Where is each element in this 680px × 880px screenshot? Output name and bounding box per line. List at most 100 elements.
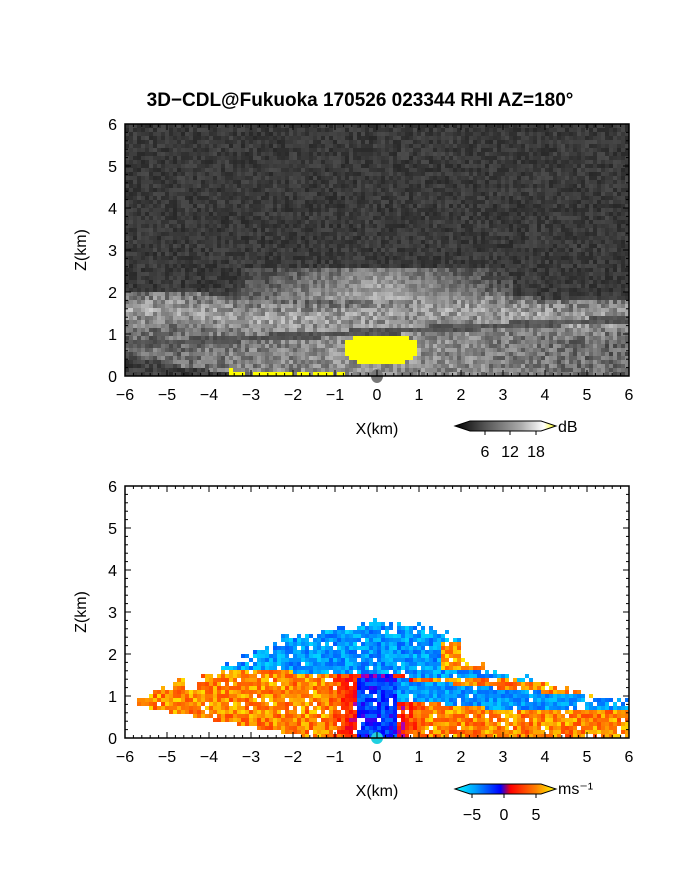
intensity-cell [445, 264, 449, 268]
intensity-cell [373, 180, 377, 184]
intensity-cell [521, 132, 525, 136]
intensity-cell [461, 140, 465, 144]
intensity-cell [469, 276, 473, 280]
intensity-cell [277, 232, 281, 236]
intensity-cell [237, 124, 241, 128]
intensity-cell [305, 132, 309, 136]
intensity-cell [533, 272, 537, 276]
intensity-cell [389, 244, 393, 248]
intensity-cell [509, 184, 513, 188]
intensity-cell [597, 204, 601, 208]
intensity-cell [197, 136, 201, 140]
intensity-cell [149, 156, 153, 160]
intensity-cell [585, 208, 589, 212]
intensity-cell [489, 176, 493, 180]
intensity-cell [493, 164, 497, 168]
intensity-cell [333, 276, 337, 280]
intensity-cell [353, 128, 357, 132]
intensity-cell [229, 196, 233, 200]
intensity-cell [329, 128, 333, 132]
intensity-cell [313, 280, 317, 284]
intensity-cell [517, 212, 521, 216]
intensity-cell [401, 192, 405, 196]
intensity-cell [333, 232, 337, 236]
intensity-cell [525, 188, 529, 192]
intensity-cell [381, 272, 385, 276]
intensity-cell [337, 228, 341, 232]
intensity-cell [181, 240, 185, 244]
intensity-cell [389, 220, 393, 224]
intensity-cell [201, 256, 205, 260]
intensity-cell [349, 200, 353, 204]
intensity-cell [621, 192, 625, 196]
intensity-cell [505, 140, 509, 144]
intensity-cell [413, 192, 417, 196]
intensity-cell [393, 248, 397, 252]
intensity-cell [321, 216, 325, 220]
intensity-cell [485, 212, 489, 216]
intensity-cell [613, 144, 617, 148]
intensity-cell [509, 220, 513, 224]
intensity-cell [145, 204, 149, 208]
intensity-cell [361, 144, 365, 148]
intensity-cell [205, 256, 209, 260]
intensity-cell [373, 204, 377, 208]
intensity-cell [585, 140, 589, 144]
intensity-cell [153, 268, 157, 272]
intensity-cell [173, 160, 177, 164]
intensity-cell [265, 264, 269, 268]
intensity-cell [377, 184, 381, 188]
intensity-cell [597, 212, 601, 216]
intensity-cell [273, 236, 277, 240]
intensity-cell [265, 124, 269, 128]
intensity-cell [577, 148, 581, 152]
intensity-cell [409, 188, 413, 192]
intensity-cell [453, 148, 457, 152]
intensity-cell [389, 124, 393, 128]
intensity-cell [353, 264, 357, 268]
intensity-cell [297, 144, 301, 148]
intensity-cell [561, 208, 565, 212]
intensity-cell [269, 176, 273, 180]
intensity-cell [453, 252, 457, 256]
intensity-cell [557, 200, 561, 204]
intensity-cell [409, 236, 413, 240]
intensity-cell [173, 224, 177, 228]
intensity-cell [517, 152, 521, 156]
intensity-cell [249, 264, 253, 268]
intensity-cell [237, 188, 241, 192]
intensity-cell [389, 252, 393, 256]
intensity-cell [209, 176, 213, 180]
intensity-cell [257, 216, 261, 220]
intensity-cell [385, 124, 389, 128]
intensity-cell [293, 180, 297, 184]
intensity-cell [137, 268, 141, 272]
intensity-cell [369, 164, 373, 168]
intensity-cell [525, 192, 529, 196]
intensity-cell [609, 248, 613, 252]
intensity-cell [501, 228, 505, 232]
intensity-cell [469, 124, 473, 128]
intensity-cell [161, 152, 165, 156]
intensity-cell [397, 140, 401, 144]
intensity-cell [305, 200, 309, 204]
intensity-cell [589, 188, 593, 192]
intensity-cell [537, 236, 541, 240]
intensity-cell [417, 268, 421, 272]
intensity-cell [357, 144, 361, 148]
intensity-cell [461, 200, 465, 204]
intensity-cell [433, 140, 437, 144]
intensity-cell [129, 152, 133, 156]
intensity-cell [185, 128, 189, 132]
intensity-cell [377, 256, 381, 260]
intensity-cell [569, 152, 573, 156]
intensity-cell [249, 212, 253, 216]
intensity-cell [469, 168, 473, 172]
intensity-cell [453, 248, 457, 252]
intensity-cell [505, 244, 509, 248]
intensity-cell [249, 176, 253, 180]
intensity-cell [141, 232, 145, 236]
intensity-cell [465, 212, 469, 216]
intensity-cell [505, 236, 509, 240]
